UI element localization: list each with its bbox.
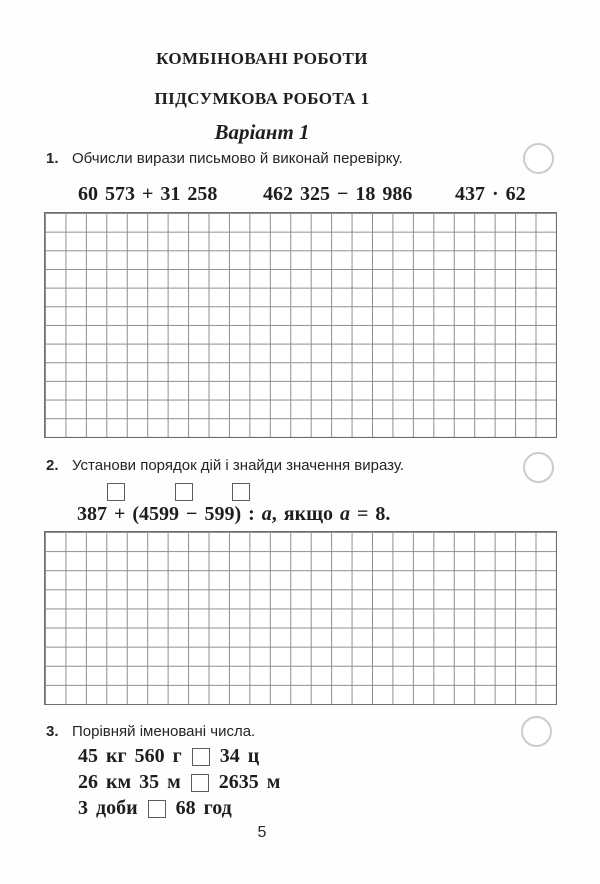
task2-expression-after: = 8. [350, 503, 391, 525]
task1-expression-1: 60 573 + 31 258 [78, 183, 218, 205]
task3-comparison-row-3: 3 доби 68 год [78, 797, 232, 820]
comparison-left-value: 3 доби [78, 797, 138, 819]
task3-comparison-row-2: 26 км 35 м 2635 м [78, 771, 280, 794]
task2-expression-middle: , якщо [271, 503, 341, 525]
task1-self-check-circle[interactable] [523, 143, 554, 174]
work-title: ПІДСУМКОВА РОБОТА 1 [154, 89, 370, 108]
comparison-answer-box-1[interactable] [191, 747, 210, 766]
task2-variable-a-value: a [340, 503, 351, 525]
task1-expression-2: 462 325 − 18 986 [263, 183, 413, 205]
task2-number: 2. [46, 457, 59, 474]
variant-title: Варіант 1 [214, 120, 310, 144]
task1-working-grid[interactable] [44, 212, 557, 438]
task2-order-box-1[interactable] [107, 483, 125, 501]
comparison-left-value: 45 кг 560 г [78, 745, 182, 767]
task2-expression-before: 387 + (4599 − 599) : [77, 503, 262, 525]
comparison-right-value: 2635 м [218, 771, 281, 793]
task2-order-box-2[interactable] [175, 483, 193, 501]
task2-variable-a: a [261, 503, 272, 525]
task1-heading: 1. Обчисли вирази письмово й виконай пере… [46, 150, 516, 167]
task1-number: 1. [46, 150, 59, 167]
comparison-right-value: 34 ц [219, 745, 260, 767]
task3-comparison-row-1: 45 кг 560 г 34 ц [78, 745, 259, 768]
task3-self-check-circle[interactable] [521, 716, 552, 747]
comparison-right-value: 68 год [175, 797, 232, 819]
task3-number: 3. [46, 723, 59, 740]
task2-expression: 387 + (4599 − 599) : a, якщо a = 8. [77, 503, 390, 526]
task2-working-grid[interactable] [44, 531, 557, 705]
section-title: КОМБІНОВАНІ РОБОТИ [156, 49, 368, 68]
comparison-answer-box-2[interactable] [190, 773, 209, 792]
task3-instruction: Порівняй іменовані числа. [72, 723, 256, 740]
task2-self-check-circle[interactable] [523, 452, 554, 483]
task2-heading: 2. Установи порядок дій і знайди значення… [46, 457, 516, 474]
task2-instruction: Установи порядок дій і знайди значення в… [72, 457, 405, 474]
task1-expressions-row: 60 573 + 31 258 462 325 − 18 986 437 · 6… [0, 183, 600, 205]
task1-expression-3: 437 · 62 [455, 183, 526, 205]
task2-order-box-3[interactable] [232, 483, 250, 501]
task1-instruction: Обчисли вирази письмово й виконай переві… [72, 150, 403, 167]
comparison-answer-box-3[interactable] [147, 799, 166, 818]
comparison-left-value: 26 км 35 м [78, 771, 181, 793]
task3-heading: 3. Порівняй іменовані числа. [46, 723, 516, 740]
page-number: 5 [257, 824, 267, 841]
